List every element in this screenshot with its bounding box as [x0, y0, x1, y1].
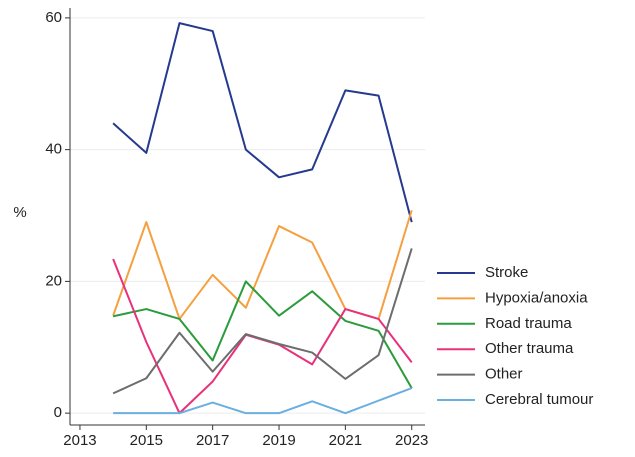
y-tick-label: 60 — [45, 9, 62, 26]
y-tick-label: 0 — [54, 404, 62, 421]
y-axis-label: % — [13, 204, 26, 221]
series-line — [112, 258, 413, 415]
series-line — [113, 387, 413, 415]
series-line — [112, 248, 413, 395]
legend-label: Other — [485, 366, 523, 383]
series-line — [112, 280, 413, 389]
series-line — [112, 209, 413, 320]
legend-label: Road trauma — [485, 315, 572, 332]
legend-label: Stroke — [485, 264, 528, 281]
y-tick-label: 40 — [45, 141, 62, 158]
x-tick-label: 2013 — [63, 432, 96, 449]
legend-label: Hypoxia/anoxia — [485, 289, 588, 306]
x-tick-label: 2015 — [130, 432, 163, 449]
x-tick-label: 2019 — [262, 432, 295, 449]
legend-label: Cerebral tumour — [485, 391, 593, 408]
x-tick-label: 2023 — [395, 432, 428, 449]
legend-label: Other trauma — [485, 340, 574, 357]
x-tick-label: 2017 — [196, 432, 229, 449]
x-tick-label: 2021 — [329, 432, 362, 449]
y-tick-label: 20 — [45, 272, 62, 289]
series-line — [112, 22, 413, 223]
